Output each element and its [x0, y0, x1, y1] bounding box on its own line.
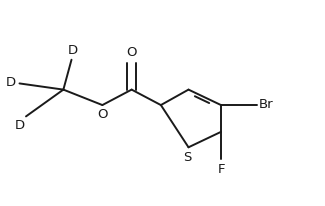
Text: D: D: [14, 119, 24, 132]
Text: F: F: [217, 163, 225, 176]
Text: Br: Br: [258, 97, 273, 111]
Text: O: O: [126, 46, 137, 59]
Text: D: D: [6, 76, 16, 89]
Text: S: S: [183, 151, 191, 164]
Text: D: D: [68, 44, 78, 57]
Text: O: O: [97, 108, 108, 121]
